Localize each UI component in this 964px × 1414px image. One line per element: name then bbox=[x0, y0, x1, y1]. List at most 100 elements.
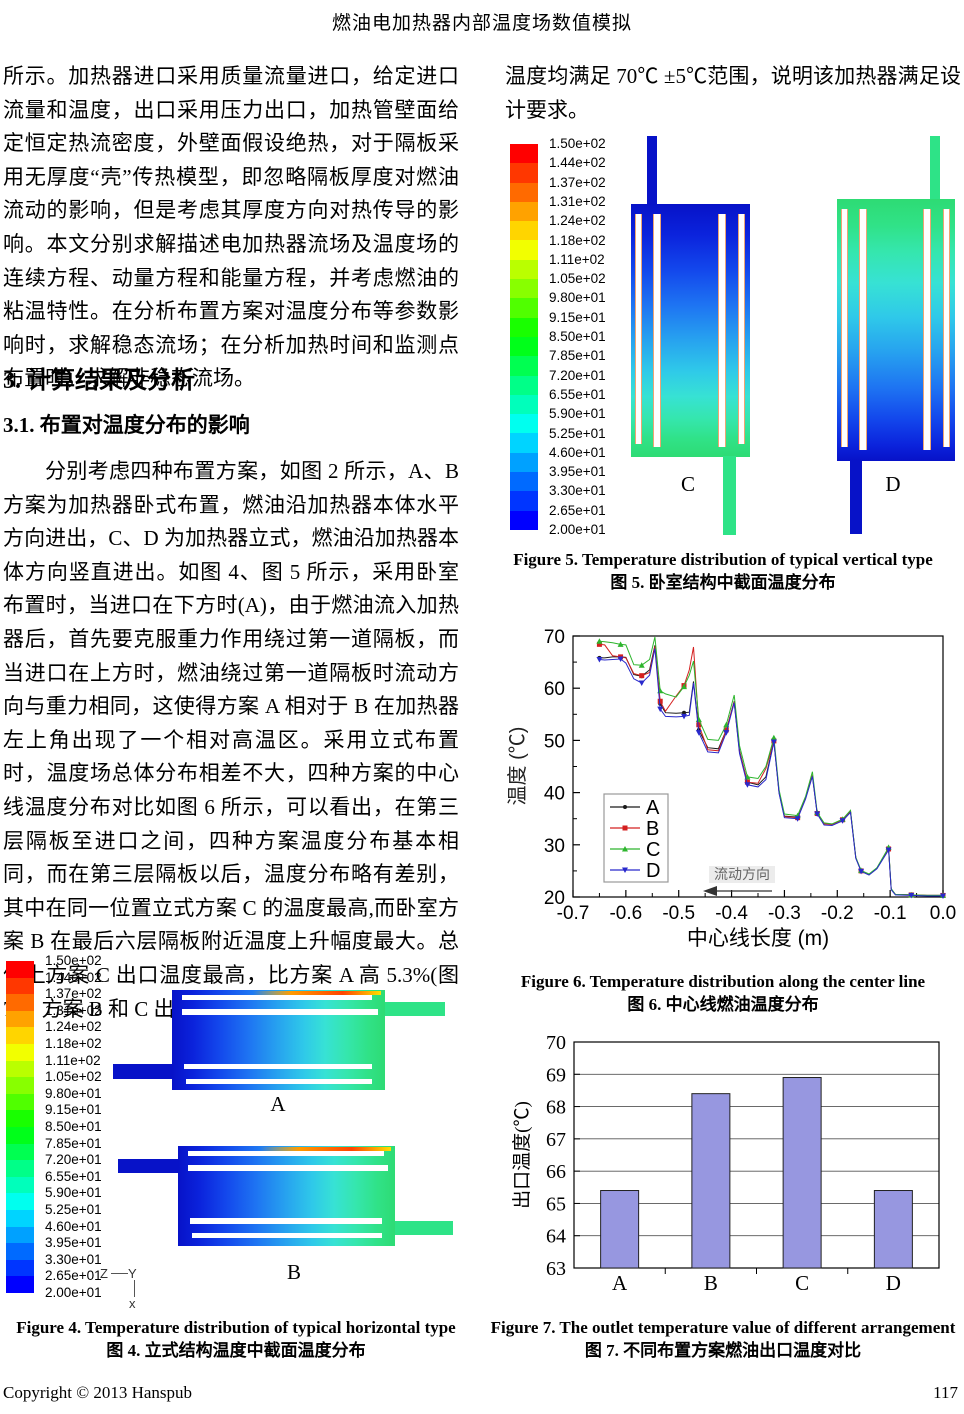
baffle bbox=[182, 995, 372, 1000]
x-tick-label: -0.3 bbox=[768, 903, 801, 924]
fig4-colorbar-bands bbox=[6, 961, 34, 1293]
y-tick-label: 40 bbox=[544, 784, 565, 805]
colorbar-tick-label: 4.60e+01 bbox=[549, 444, 606, 460]
y-tick-label: 50 bbox=[544, 731, 565, 752]
colorbar-tick-label: 1.37e+02 bbox=[549, 174, 606, 190]
marker-square bbox=[596, 641, 602, 647]
fig5-outlet-pipe-d-top bbox=[930, 136, 940, 201]
colorbar-band bbox=[510, 259, 538, 280]
baffle bbox=[943, 209, 950, 447]
axis-line-horizontal bbox=[111, 1273, 128, 1274]
fig6-caption-zh: 图 6. 中心线燃油温度分布 bbox=[627, 995, 819, 1014]
fig5-label-c: C bbox=[680, 472, 695, 496]
y-axis-title: 出口温度(℃) bbox=[511, 1101, 533, 1209]
fig4-heater-contour-a bbox=[172, 990, 385, 1090]
colorbar-band bbox=[6, 1143, 34, 1161]
colorbar-band bbox=[6, 1077, 34, 1094]
colorbar-tick-label: 5.90e+01 bbox=[45, 1185, 102, 1201]
colorbar-band bbox=[510, 433, 538, 453]
colorbar-tick-label: 1.11e+02 bbox=[45, 1052, 101, 1068]
colorbar-band bbox=[510, 491, 538, 511]
colorbar-band bbox=[6, 1010, 34, 1028]
y-tick-label: 69 bbox=[546, 1064, 566, 1086]
fig4-label-b: B bbox=[286, 1260, 301, 1284]
axis-y-label: Y bbox=[128, 1266, 137, 1281]
colorbar-band bbox=[510, 221, 538, 241]
y-tick-label: 70 bbox=[544, 627, 565, 648]
fig4-inlet-pipe-a bbox=[113, 1064, 173, 1079]
colorbar-band bbox=[6, 1209, 34, 1227]
colorbar-band bbox=[510, 356, 538, 376]
marker-triangle-up bbox=[770, 734, 777, 741]
colorbar-band bbox=[6, 961, 34, 978]
marker-square bbox=[696, 722, 702, 728]
marker-triangle-down bbox=[681, 713, 687, 720]
x-tick-label: -0.5 bbox=[662, 903, 695, 924]
legend-box bbox=[603, 793, 669, 883]
colorbar-band bbox=[510, 240, 538, 260]
marker-triangle-down bbox=[940, 893, 946, 899]
marker-square bbox=[622, 825, 628, 831]
colorbar-tick-label: 7.85e+01 bbox=[549, 348, 606, 364]
fig5-inlet-pipe-d-bottom bbox=[850, 460, 862, 534]
axis-line-vertical bbox=[134, 1280, 135, 1297]
colorbar-band bbox=[6, 1259, 34, 1277]
baffle bbox=[859, 209, 867, 450]
colorbar-tick-label: 1.50e+02 bbox=[45, 953, 102, 968]
fig6-caption: Figure 6. Temperature distribution along… bbox=[482, 970, 964, 1016]
colorbar-band bbox=[510, 452, 538, 473]
bar-B bbox=[691, 1093, 731, 1269]
fig4-heater-contour-b bbox=[178, 1146, 395, 1246]
fig4-outlet-pipe-b bbox=[395, 1221, 453, 1235]
x-tick-label: -0.1 bbox=[874, 903, 907, 924]
bar-D bbox=[873, 1190, 913, 1269]
colorbar-band bbox=[510, 472, 538, 492]
colorbar-tick-label: 6.55e+01 bbox=[45, 1168, 102, 1184]
colorbar-tick-label: 1.18e+02 bbox=[45, 1036, 102, 1051]
marker-triangle-down bbox=[794, 816, 801, 822]
fig4-label-a: A bbox=[270, 1092, 286, 1116]
hot-streak bbox=[252, 991, 381, 995]
colorbar-tick-label: 2.65e+01 bbox=[45, 1268, 102, 1284]
baffle bbox=[186, 1079, 372, 1084]
colorbar-tick-label: 1.05e+02 bbox=[45, 1069, 102, 1085]
fig5-caption-zh: 图 5. 卧室结构中截面温度分布 bbox=[610, 573, 836, 592]
y-tick-label: 66 bbox=[546, 1161, 566, 1183]
y-tick-label: 65 bbox=[546, 1193, 566, 1215]
x-tick-label: -0.7 bbox=[557, 903, 590, 924]
colorbar-tick-label: 1.24e+02 bbox=[549, 213, 606, 229]
baffle bbox=[841, 209, 848, 447]
fig4-caption-en: Figure 4. Temperature distribution of ty… bbox=[16, 1318, 456, 1337]
flow-arrow-head bbox=[703, 886, 717, 896]
marker-triangle-down bbox=[839, 818, 846, 824]
y-tick-label: 70 bbox=[546, 1032, 566, 1054]
footer-copyright: Copyright © 2013 Hanspub bbox=[3, 1383, 193, 1402]
colorbar-tick-label: 3.95e+01 bbox=[549, 464, 606, 480]
marker-triangle-down bbox=[596, 656, 603, 663]
series-line-C bbox=[599, 636, 943, 896]
fig5-colorbar-bands bbox=[510, 144, 538, 530]
marker-triangle-down bbox=[885, 847, 892, 854]
legend-label: B bbox=[646, 818, 659, 840]
colorbar-tick-label: 1.31e+02 bbox=[45, 1002, 102, 1018]
y-tick-label: 64 bbox=[546, 1226, 566, 1248]
y-axis-title: 温度 (℃) bbox=[506, 727, 529, 806]
colorbar-band bbox=[6, 1160, 34, 1177]
colorbar-tick-label: 1.50e+02 bbox=[549, 136, 606, 151]
y-tick-label: 60 bbox=[544, 679, 565, 700]
legend-label: A bbox=[646, 797, 660, 819]
colorbar-tick-label: 9.80e+01 bbox=[45, 1085, 102, 1101]
left-paragraph-1: 所示。加热器进口采用质量流量进口，给定进口流量和温度，出口采用压力出口，加热管壁… bbox=[3, 64, 459, 391]
baffle bbox=[718, 214, 726, 447]
marker-triangle-up bbox=[596, 638, 603, 644]
marker-triangle-down bbox=[622, 867, 628, 873]
colorbar-tick-label: 9.80e+01 bbox=[549, 290, 606, 306]
colorbar-tick-label: 5.25e+01 bbox=[549, 425, 606, 441]
colorbar-band bbox=[6, 1193, 34, 1210]
baffle bbox=[190, 1218, 382, 1224]
colorbar-band bbox=[6, 977, 34, 995]
marker-triangle-up bbox=[617, 641, 624, 647]
colorbar-tick-label: 2.65e+01 bbox=[549, 502, 606, 518]
y-tick-label: 68 bbox=[546, 1097, 566, 1119]
